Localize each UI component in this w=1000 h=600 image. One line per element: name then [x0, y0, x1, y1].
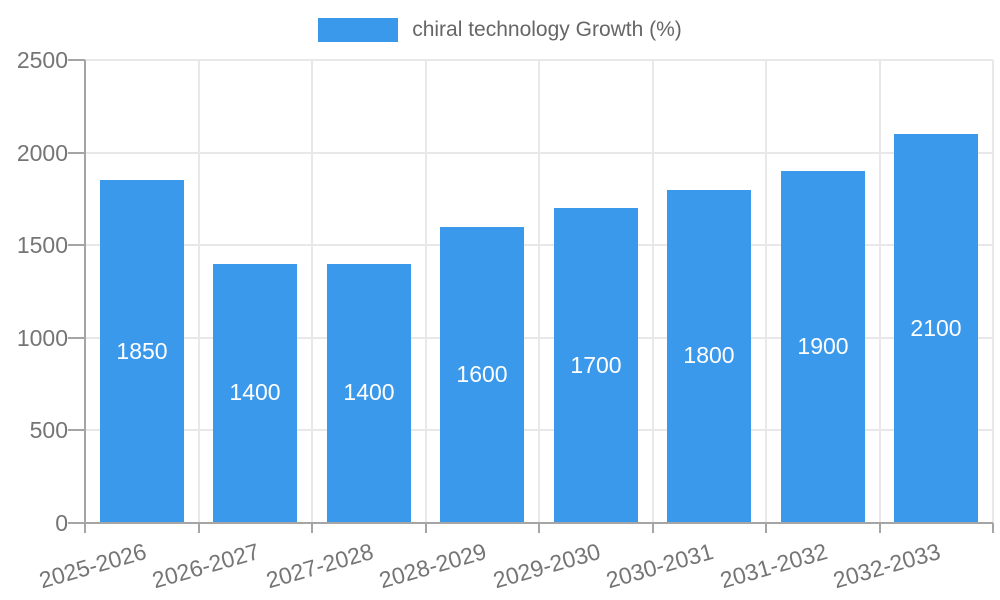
- bar-value-label: 1600: [456, 361, 508, 387]
- y-axis-line: [84, 60, 86, 525]
- vertical-gridline: [538, 60, 540, 523]
- bar-value-label: 1900: [797, 333, 849, 359]
- x-axis-label: 2025-2026: [36, 538, 150, 594]
- legend-label: chiral technology Growth (%): [412, 18, 682, 41]
- x-axis-tick: [424, 523, 427, 533]
- bar-value-label: 2100: [910, 315, 962, 341]
- bar-2027-2028[interactable]: [327, 263, 411, 522]
- vertical-gridline: [197, 60, 200, 523]
- x-axis-tick: [651, 523, 654, 533]
- horizontal-gridline: [85, 429, 993, 432]
- vertical-gridline: [992, 60, 994, 523]
- vertical-gridline: [765, 60, 767, 523]
- bar-value-label: 1800: [683, 342, 735, 368]
- y-axis-tick: [68, 59, 85, 61]
- x-axis-label: 2026-2027: [149, 538, 263, 594]
- bar-2025-2026[interactable]: [100, 180, 184, 522]
- legend-swatch: [318, 18, 399, 42]
- horizontal-gridline: [85, 59, 993, 61]
- x-axis-tick: [538, 523, 540, 533]
- y-axis-tick: [68, 336, 85, 339]
- x-axis-label: 2027-2028: [263, 538, 377, 594]
- horizontal-gridline: [85, 151, 993, 154]
- vertical-gridline: [878, 60, 881, 523]
- vertical-gridline: [651, 60, 654, 523]
- y-axis-tick: [68, 429, 85, 432]
- y-axis-tick: [68, 151, 85, 154]
- vertical-gridline: [424, 60, 427, 523]
- legend[interactable]: chiral technology Growth (%): [0, 18, 1000, 42]
- x-axis-label: 2031-2032: [717, 538, 831, 594]
- x-axis-line: [68, 522, 993, 524]
- bar-2030-2031[interactable]: [667, 189, 751, 522]
- x-axis-label: 2029-2030: [490, 538, 604, 594]
- bar-2026-2027[interactable]: [213, 263, 297, 522]
- bar-value-label: 1850: [116, 338, 168, 364]
- y-axis-tick: [68, 244, 85, 247]
- x-axis-tick: [311, 523, 313, 533]
- y-axis-label: 1000: [16, 324, 68, 351]
- horizontal-gridline: [85, 336, 993, 339]
- y-axis-label: 500: [29, 417, 68, 444]
- bar-value-label: 1700: [570, 352, 622, 378]
- x-axis-label: 2032-2033: [830, 538, 944, 594]
- bar-value-label: 1400: [343, 379, 395, 405]
- bar-2029-2030[interactable]: [554, 208, 638, 522]
- y-axis-label: 2500: [16, 47, 68, 73]
- y-axis-label: 2000: [16, 139, 68, 166]
- x-axis-tick: [765, 523, 767, 533]
- bar-2031-2032[interactable]: [781, 171, 865, 522]
- x-axis-tick: [878, 523, 881, 533]
- y-axis-label: 1500: [16, 232, 68, 259]
- x-axis-tick: [84, 523, 86, 533]
- bar-2032-2033[interactable]: [894, 134, 978, 522]
- vertical-gridline: [311, 60, 313, 523]
- bar-2028-2029[interactable]: [440, 226, 524, 522]
- y-axis-label: 0: [55, 510, 68, 536]
- x-axis-label: 2028-2029: [376, 538, 490, 594]
- x-axis-tick: [992, 523, 994, 533]
- horizontal-gridline: [85, 244, 993, 247]
- x-axis-tick: [197, 523, 200, 533]
- x-axis-label: 2030-2031: [603, 538, 717, 594]
- bar-value-label: 1400: [229, 379, 281, 405]
